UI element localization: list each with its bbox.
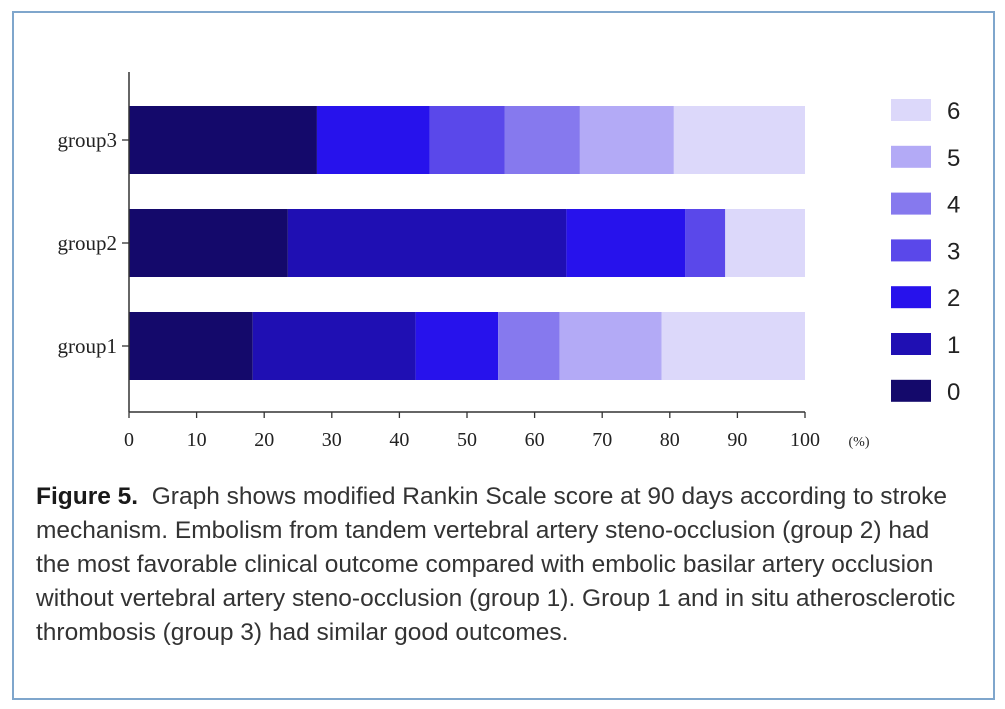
- bar-group3-score-6: [673, 106, 805, 174]
- legend-label-score-1: 1: [947, 332, 960, 359]
- legend-swatch-score-4: [891, 192, 931, 215]
- bar-group3-score-3: [429, 106, 505, 174]
- stacked-bar-chart: 0 10 20 30 40 50 60 70 80 90 100 (%)group3group2gro…: [58, 72, 960, 451]
- legend: 6 5 4 3 2 1 0: [891, 98, 960, 406]
- legend-label-score-5: 5: [947, 145, 960, 172]
- y-tick-label-group2: group2: [58, 231, 118, 255]
- x-tick-label: 0: [124, 429, 134, 451]
- legend-label-score-6: 6: [947, 98, 960, 125]
- bar-group2-score-6: [725, 209, 805, 277]
- bar-group3-score-4: [504, 106, 580, 174]
- bar-group2-score-3: [685, 209, 726, 277]
- legend-swatch-score-5: [891, 145, 931, 168]
- caption-text: Graph shows modified Rankin Scale score …: [36, 483, 956, 646]
- x-tick-label: 20: [254, 429, 274, 451]
- bar-group3-score-5: [579, 106, 674, 174]
- bar-group2-score-1: [287, 209, 567, 277]
- bar-group: [129, 106, 805, 380]
- legend-swatch-score-6: [891, 99, 931, 121]
- bar-group2-score-0: [129, 209, 288, 277]
- y-tick-label-group1: group1: [58, 334, 118, 358]
- y-tick-label-group3: group3: [58, 128, 118, 152]
- x-tick-label: 100: [790, 429, 820, 451]
- bar-group1-score-0: [129, 312, 253, 380]
- bar-group1-score-1: [252, 312, 416, 380]
- x-tick-label: 50: [457, 429, 477, 451]
- x-tick-label: 10: [187, 429, 207, 451]
- legend-label-score-3: 3: [947, 238, 960, 265]
- legend-swatch-score-0: [891, 379, 931, 402]
- bar-group3-score-0: [129, 106, 317, 174]
- bar-group1-score-4: [498, 312, 560, 380]
- x-axis-unit: (%): [849, 435, 870, 450]
- legend-swatch-score-2: [891, 286, 931, 309]
- x-tick-label: 80: [660, 429, 680, 451]
- legend-label-score-2: 2: [947, 285, 960, 312]
- bar-group1-score-2: [415, 312, 499, 380]
- legend-swatch-score-3: [891, 239, 931, 262]
- bar-group1-score-6: [661, 312, 805, 380]
- bar-group2-score-2: [566, 209, 686, 277]
- legend-swatch-score-1: [891, 333, 931, 355]
- x-tick-label: 70: [592, 429, 612, 451]
- figure-caption: Figure 5. Graph shows modified Rankin Sc…: [36, 480, 966, 650]
- x-tick-label: 60: [525, 429, 545, 451]
- bar-group1-score-5: [559, 312, 662, 380]
- legend-label-score-0: 0: [947, 379, 960, 406]
- x-tick-label: 30: [322, 429, 342, 451]
- x-tick-label: 90: [727, 429, 747, 451]
- axes: 0 10 20 30 40 50 60 70 80 90 100 (%) group3 group2 gro…: [58, 72, 870, 451]
- figure-label: Figure 5.: [36, 483, 139, 510]
- bar-group3-score-2: [316, 106, 430, 174]
- x-tick-label: 40: [389, 429, 409, 451]
- legend-label-score-4: 4: [947, 192, 960, 219]
